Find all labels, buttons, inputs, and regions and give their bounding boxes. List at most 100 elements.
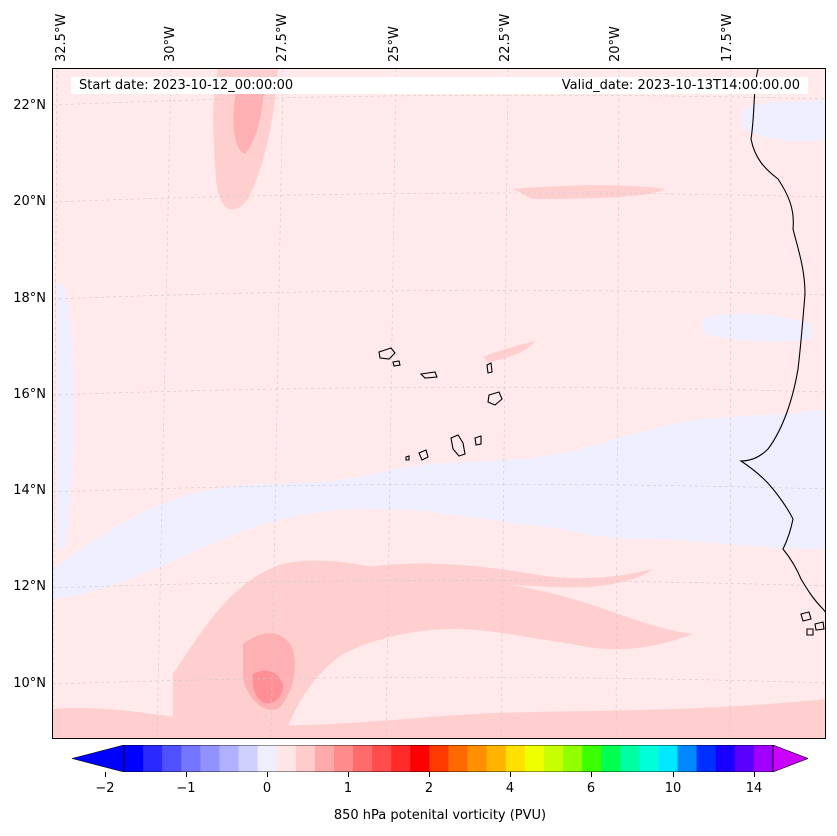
colorbar-cell [467,745,488,772]
colorbar-cell [620,745,640,772]
cape-verde-sal [486,362,493,374]
colorbar-cell [582,745,602,772]
positive-pv-core-north [233,79,265,154]
cb-tick-label: 1 [343,781,353,796]
colorbar-cell [162,745,182,772]
colorbar-cell [353,745,373,772]
lon-label-30w: 30°W [163,26,178,62]
colorbar-cell [429,745,449,772]
bijagos-islands [800,611,825,636]
colorbar-cell [563,745,583,772]
colorbar-cell [257,745,278,772]
cape-verde-sao-vicente [392,360,401,367]
colorbar-cell [601,745,621,772]
coastlines [378,69,825,636]
pv-contours [53,69,825,738]
colorbar-label: 850 hPa potenital vorticity (PVU) [333,808,547,823]
cape-verde-sao-nicolau [419,371,438,379]
cb-tick-mark [673,772,674,777]
negative-pv-patch-east [703,313,813,342]
date-header: Start date: 2023-10-12_00:00:00 Valid_da… [71,77,808,94]
cb-tick-label: 2 [424,781,434,796]
negative-pv-strip-west [57,284,74,549]
cb-tick-mark [186,772,187,777]
colorbar-outline [123,745,774,772]
lat-label-18n: 18°N [13,291,46,306]
valid-date-label: Valid_date: 2023-10-13T14:00:00.00 [561,78,800,93]
cb-tick-mark [348,772,349,777]
cape-verde-santo-antao [378,347,396,360]
positive-pv-band-bottom [53,699,825,738]
positive-pv-region-south [173,560,693,738]
graticule [53,69,825,738]
colorbar [72,745,808,772]
colorbar-max-arrow [772,745,808,772]
cb-tick-mark [754,772,755,777]
cape-verde-brava [405,455,410,461]
colorbar-cell [658,745,679,772]
colorbar-cell [734,745,755,772]
colorbar-cell [143,745,163,772]
lat-label-12n: 12°N [13,579,46,594]
start-date-label: Start date: 2023-10-12_00:00:00 [79,78,294,93]
lat-label-16n: 16°N [13,387,46,402]
cb-tick-mark [105,772,106,777]
pv-field-map [53,69,825,738]
cb-tick-mark [510,772,511,777]
colorbar-cell [124,745,144,772]
lon-label-27-5w: 27.5°W [275,13,290,62]
lon-label-22-5w: 22.5°W [498,13,513,62]
colorbar-cell [677,745,698,772]
map-panel [52,68,826,739]
colorbar-cell [448,745,469,772]
lat-label-14n: 14°N [13,483,46,498]
cb-tick-label: 10 [664,781,682,796]
cape-verde-fogo [418,449,429,461]
colorbar-cell [391,745,411,772]
colorbar-cell [238,745,259,772]
cb-tick-mark [267,772,268,777]
colorbar-cell [524,745,545,772]
colorbar-cell [715,745,736,772]
colorbar-cell [410,745,430,772]
colorbar-cell [314,745,335,772]
cape-verde-boa-vista [487,391,503,406]
colorbar-cell [200,745,220,772]
colorbar-cell [276,745,297,772]
positive-pv-patch-16n [483,341,535,362]
cb-tick-mark [591,772,592,777]
colorbar-cell [219,745,240,772]
colorbar-cell [295,745,316,772]
lat-label-22n: 22°N [13,98,46,113]
lon-label-32-5w: 32.5°W [54,13,69,62]
lat-label-10n: 10°N [13,676,46,691]
colorbar-cell [505,745,526,772]
colorbar-cell [372,745,392,772]
cape-verde-santiago [450,434,466,457]
cb-tick-label: −2 [95,781,115,796]
colorbar-cell [696,745,717,772]
lat-label-20n: 20°N [13,194,46,209]
lon-label-20w: 20°W [608,26,623,62]
colorbar-cell [333,745,354,772]
negative-pv-patch-ne [743,99,825,141]
cape-verde-maio [474,435,482,446]
colorbar-cell [753,745,774,772]
negative-pv-region [53,409,825,599]
positive-pv-band-20n [513,185,665,199]
cb-tick-mark [429,772,430,777]
colorbar-cell [486,745,507,772]
colorbar-cell [543,745,564,772]
colorbar-min-arrow [72,745,125,772]
lon-label-17-5w: 17.5°W [720,13,735,62]
colorbar-cells [124,745,774,772]
cb-tick-label: 14 [745,781,763,796]
colorbar-cell [181,745,201,772]
cb-tick-label: 4 [505,781,515,796]
cb-tick-label: 6 [586,781,596,796]
colorbar-cell [639,745,659,772]
cb-tick-label: 0 [262,781,272,796]
lon-label-25w: 25°W [387,26,402,62]
cb-tick-label: −1 [176,781,196,796]
african-coastline [739,69,825,613]
